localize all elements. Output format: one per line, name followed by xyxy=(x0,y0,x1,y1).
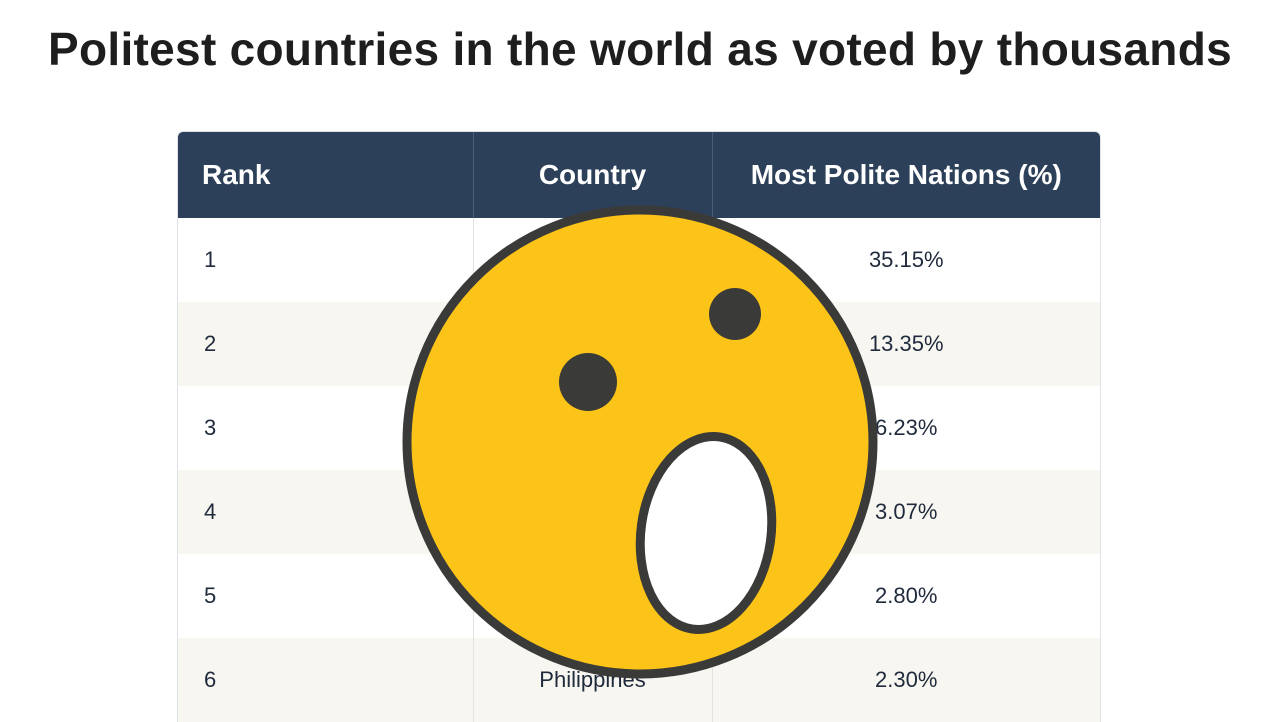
percent-cell: 2.30% xyxy=(711,638,1100,722)
page-title: Politest countries in the world as voted… xyxy=(48,23,1232,75)
right-eye xyxy=(709,288,761,340)
table-row: 6 Philippines 2.30% xyxy=(178,638,1100,722)
left-eye xyxy=(559,353,617,411)
astonished-face-icon xyxy=(402,205,878,679)
header-percent[interactable]: Most Polite Nations (%) xyxy=(711,132,1100,218)
rank-cell: 2 xyxy=(178,302,473,386)
rank-cell: 5 xyxy=(178,554,473,638)
mouth xyxy=(635,432,777,634)
rank-cell: 6 xyxy=(178,638,473,722)
header-country[interactable]: Country xyxy=(472,132,712,218)
table-header-row: Rank Country Most Polite Nations (%) xyxy=(178,132,1100,218)
header-rank[interactable]: Rank xyxy=(178,132,473,218)
rank-cell: 1 xyxy=(178,218,473,302)
table-row: 5 2.80% xyxy=(178,554,1100,638)
face-circle xyxy=(402,205,878,679)
